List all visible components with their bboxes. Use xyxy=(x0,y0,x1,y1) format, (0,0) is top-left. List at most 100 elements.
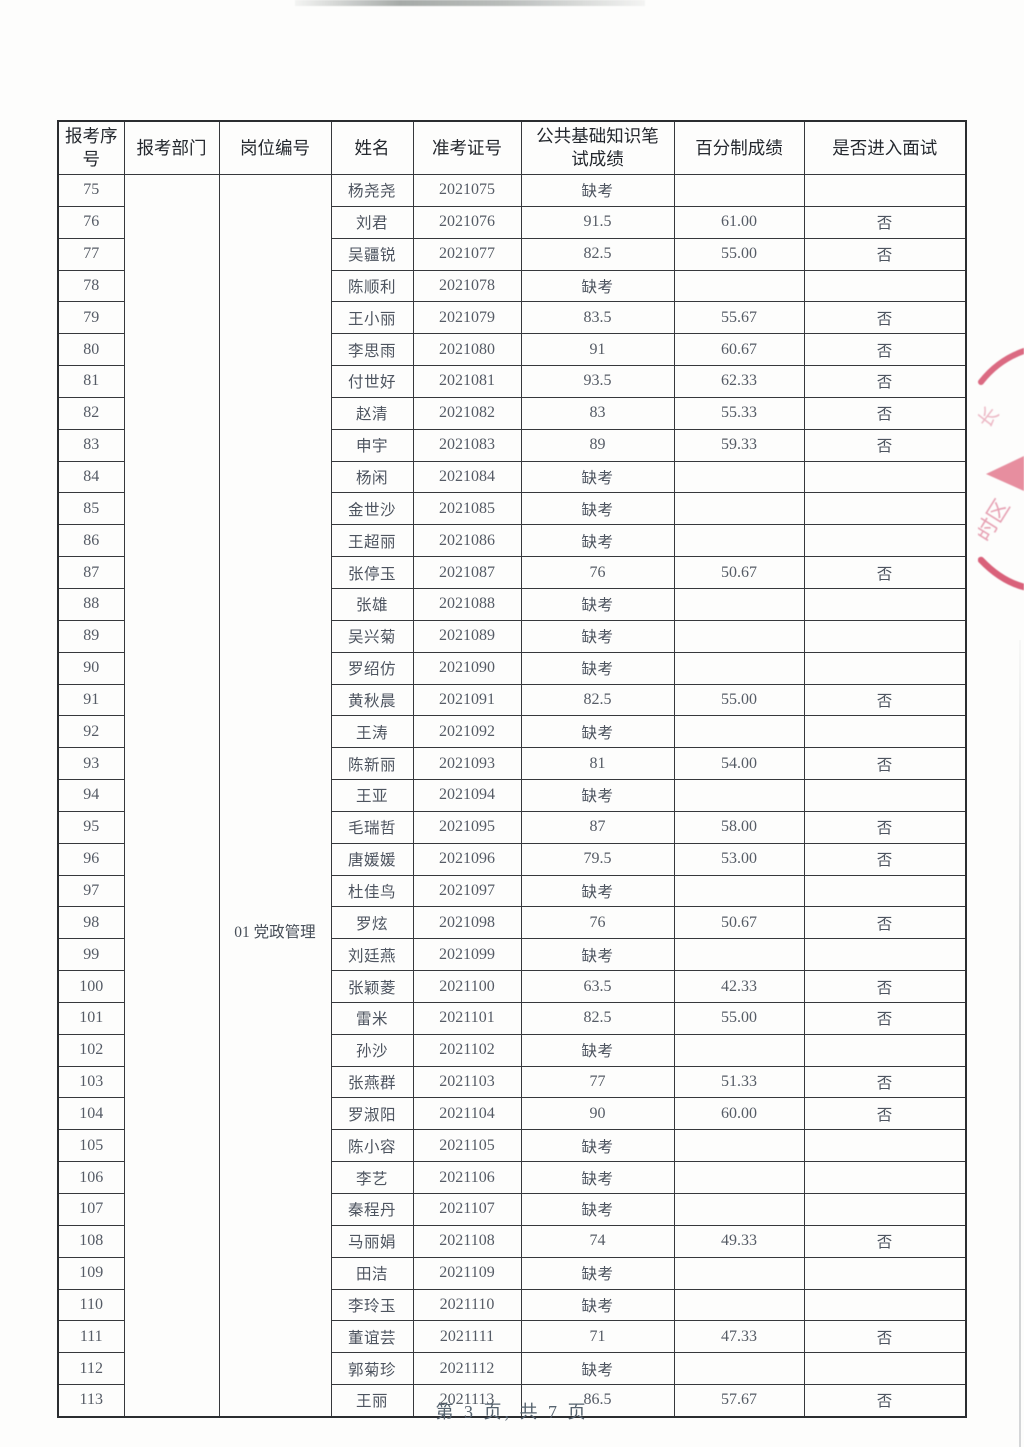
cell-seq-no: 112 xyxy=(57,1352,125,1386)
cell-ticket-no: 2021092 xyxy=(412,715,522,749)
cell-interview xyxy=(803,938,967,972)
seal-characters-faint: 时区 xyxy=(978,495,1015,546)
cell-written-score: 缺考 xyxy=(520,524,675,558)
page-number-footer: 第 3 页, 共 7 页 xyxy=(435,1402,589,1422)
cell-interview xyxy=(803,587,967,621)
cell-ticket-no: 2021076 xyxy=(412,205,522,239)
cell-seq-no: 94 xyxy=(57,779,125,812)
cell-ticket-no: 2021108 xyxy=(412,1224,522,1258)
cell-percent-score xyxy=(673,492,805,526)
cell-name: 田洁 xyxy=(330,1256,414,1290)
cell-seq-no: 87 xyxy=(57,556,125,589)
cell-percent-score xyxy=(673,938,805,972)
table-header-row: 报考序号 报考部门 岗位编号 姓名 准考证号 公共基础知识笔试成绩 百分制成绩 … xyxy=(57,120,967,175)
cell-written-score: 缺考 xyxy=(520,269,675,303)
cell-seq-no: 90 xyxy=(57,651,125,685)
cell-written-score: 76 xyxy=(520,556,675,589)
cell-ticket-no: 2021081 xyxy=(412,365,522,398)
cell-percent-score: 60.00 xyxy=(673,1097,805,1131)
cell-percent-score: 50.67 xyxy=(673,906,805,940)
cell-percent-score: 51.33 xyxy=(673,1065,805,1099)
cell-percent-score xyxy=(673,874,805,908)
cell-written-score: 71 xyxy=(520,1320,675,1354)
cell-ticket-no: 2021097 xyxy=(412,874,522,908)
cell-name: 罗绍仿 xyxy=(330,651,414,685)
cell-interview xyxy=(803,524,967,558)
scan-artifact-top-edge xyxy=(295,0,645,6)
cell-written-score: 93.5 xyxy=(520,365,675,398)
table-row: 98 罗炫 2021098 76 50.67 否 xyxy=(57,906,967,940)
cell-ticket-no: 2021113 xyxy=(412,1384,522,1418)
cell-interview: 否 xyxy=(803,970,967,1003)
cell-ticket-no: 2021104 xyxy=(412,1097,522,1131)
cell-written-score: 缺考 xyxy=(520,938,675,972)
cell-seq-no: 84 xyxy=(57,460,125,494)
cell-seq-no: 92 xyxy=(57,715,125,749)
header-ticket-no: 准考证号 xyxy=(412,120,522,175)
cell-seq-no: 99 xyxy=(57,938,125,972)
header-department: 报考部门 xyxy=(123,120,220,175)
cell-seq-no: 78 xyxy=(57,269,125,303)
cell-interview: 否 xyxy=(803,396,967,430)
cell-ticket-no: 2021083 xyxy=(412,428,522,462)
cell-name: 杜佳鸟 xyxy=(330,874,414,908)
cell-ticket-no: 2021084 xyxy=(412,460,522,494)
table-row: 102 孙沙 2021102 缺考 xyxy=(57,1033,967,1067)
cell-interview xyxy=(803,1193,967,1226)
cell-seq-no: 113 xyxy=(57,1384,125,1418)
cell-name: 刘廷燕 xyxy=(330,938,414,972)
cell-name: 罗炫 xyxy=(330,906,414,940)
seal-arc-top xyxy=(978,348,1024,385)
cell-name: 张颖菱 xyxy=(330,970,414,1003)
cell-written-score: 63.5 xyxy=(520,970,675,1003)
official-seal-stamp-partial: 长 时区 xyxy=(978,348,1024,591)
cell-interview: 否 xyxy=(803,1384,967,1418)
cell-interview xyxy=(803,1129,967,1163)
cell-seq-no: 89 xyxy=(57,619,125,653)
cell-ticket-no: 2021101 xyxy=(412,1001,522,1035)
cell-percent-score: 55.00 xyxy=(673,1001,805,1035)
cell-interview: 否 xyxy=(803,842,967,876)
cell-seq-no: 86 xyxy=(57,524,125,558)
cell-written-score: 缺考 xyxy=(520,1033,675,1067)
cell-seq-no: 100 xyxy=(57,970,125,1003)
cell-name: 付世好 xyxy=(330,365,414,398)
table-row: 85 金世沙 2021085 缺考 xyxy=(57,492,967,526)
cell-ticket-no: 2021094 xyxy=(412,779,522,812)
cell-written-score: 83.5 xyxy=(520,301,675,335)
table-row: 97 杜佳鸟 2021097 缺考 xyxy=(57,874,967,908)
cell-seq-no: 93 xyxy=(57,747,125,781)
cell-name: 秦程丹 xyxy=(330,1193,414,1226)
cell-written-score: 82.5 xyxy=(520,1001,675,1035)
cell-written-score: 缺考 xyxy=(520,651,675,685)
header-name: 姓名 xyxy=(330,120,414,175)
cell-percent-score xyxy=(673,1161,805,1194)
cell-interview: 否 xyxy=(803,906,967,940)
cell-ticket-no: 2021087 xyxy=(412,556,522,589)
cell-interview: 否 xyxy=(803,1065,967,1099)
cell-ticket-no: 2021080 xyxy=(412,333,522,367)
cell-written-score: 缺考 xyxy=(520,1288,675,1322)
cell-seq-no: 76 xyxy=(57,205,125,239)
cell-percent-score: 47.33 xyxy=(673,1320,805,1354)
cell-interview: 否 xyxy=(803,333,967,367)
table-row: 92 王涛 2021092 缺考 xyxy=(57,715,967,749)
cell-name: 张停玉 xyxy=(330,556,414,589)
cell-seq-no: 110 xyxy=(57,1288,125,1322)
cell-interview xyxy=(803,174,967,207)
cell-name: 黄秋晨 xyxy=(330,683,414,717)
cell-name: 陈小容 xyxy=(330,1129,414,1163)
cell-seq-no: 109 xyxy=(57,1256,125,1290)
cell-seq-no: 82 xyxy=(57,396,125,430)
table-body: 75 01 党政管理 杨尧尧 2021075 缺考 76 刘君 2021076 91.5 61.0… xyxy=(57,173,967,1418)
cell-seq-no: 96 xyxy=(57,842,125,876)
cell-name: 王超丽 xyxy=(330,524,414,558)
cell-ticket-no: 2021106 xyxy=(412,1161,522,1194)
table-row: 112 郭菊珍 2021112 缺考 xyxy=(57,1352,967,1386)
cell-written-score: 缺考 xyxy=(520,1352,675,1386)
cell-name: 李玲玉 xyxy=(330,1288,414,1322)
cell-percent-score: 59.33 xyxy=(673,428,805,462)
cell-written-score: 缺考 xyxy=(520,779,675,812)
table-row: 88 张雄 2021088 缺考 xyxy=(57,587,967,621)
table-row: 83 申宇 2021083 89 59.33 否 xyxy=(57,428,967,462)
